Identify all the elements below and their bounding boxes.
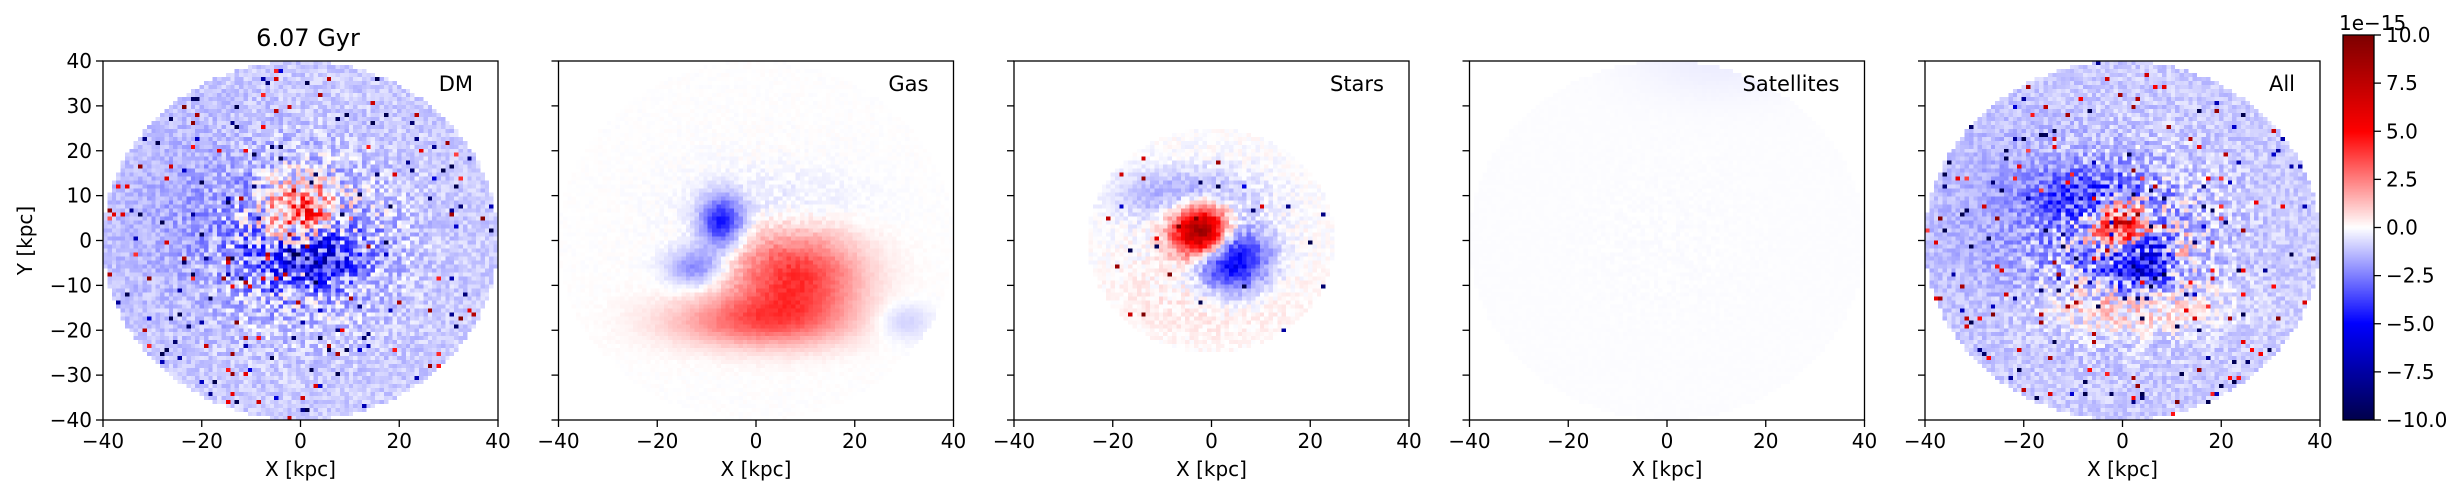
x-tick-label: −20 xyxy=(636,429,678,453)
y-tick-label: −20 xyxy=(50,318,92,342)
panels: −40 −20 0 20 40 −40 −30 −20 −10 0 10 20 30 40 X [kpc] Y… xyxy=(13,49,2333,481)
x-tick-label: −20 xyxy=(181,429,223,453)
x-tick-label: 40 xyxy=(485,429,510,453)
x-tick-label: 40 xyxy=(2307,429,2332,453)
y-tick-label: −10 xyxy=(50,273,92,297)
x-tick-label: −40 xyxy=(82,429,124,453)
panel-dm: −40 −20 0 20 40 −40 −30 −20 −10 0 10 20 30 40 X [kpc] Y… xyxy=(13,49,511,481)
y-tick-label: −40 xyxy=(50,408,92,432)
colorbar-tick-label: −5.0 xyxy=(2386,312,2435,336)
panel-satellites: −40 −20 0 20 40 X [kpc] Satellites xyxy=(1448,60,1877,481)
y-tick-label: 20 xyxy=(67,139,92,163)
x-tick-label: −20 xyxy=(1092,429,1134,453)
x-tick-label: 20 xyxy=(1753,429,1778,453)
x-tick-label: 40 xyxy=(1396,429,1421,453)
x-tick-label: 0 xyxy=(2116,429,2129,453)
y-tick-label: 0 xyxy=(79,229,92,253)
heatmap-image xyxy=(1925,61,2320,420)
panel-all: −40 −20 0 20 40 X [kpc] All xyxy=(1904,60,2333,481)
y-tick-label: 10 xyxy=(67,184,92,208)
heatmap-image xyxy=(1014,61,1409,420)
x-axis-label: X [kpc] xyxy=(1632,457,1703,481)
colorbar-tick-label: 2.5 xyxy=(2386,167,2418,191)
x-tick-label: 20 xyxy=(2209,429,2234,453)
x-tick-label: 0 xyxy=(1205,429,1218,453)
x-tick-label: −20 xyxy=(1547,429,1589,453)
colorbar-tick-label: 5.0 xyxy=(2386,119,2418,143)
panel-gas: −40 −20 0 20 40 X [kpc] Gas xyxy=(537,60,966,481)
y-tick-label: 40 xyxy=(67,49,92,73)
colorbar-tick-label: 7.5 xyxy=(2386,71,2418,95)
colorbar-tick-label: 0.0 xyxy=(2386,216,2418,240)
heatmap-image xyxy=(558,61,954,420)
panel-stars: −40 −20 0 20 40 X [kpc] Stars xyxy=(993,60,1422,481)
panel-label: DM xyxy=(439,72,473,96)
panel-label: All xyxy=(2269,72,2295,96)
x-tick-label: 20 xyxy=(387,429,412,453)
x-tick-label: 0 xyxy=(750,429,763,453)
x-tick-label: −40 xyxy=(1448,429,1490,453)
x-tick-label: 0 xyxy=(294,429,307,453)
colorbar-tick-label: −2.5 xyxy=(2386,264,2435,288)
heatmap-image xyxy=(1469,61,1865,420)
x-tick-label: 40 xyxy=(1852,429,1877,453)
x-tick-label: −40 xyxy=(993,429,1035,453)
x-axis-label: X [kpc] xyxy=(721,457,792,481)
x-tick-label: 40 xyxy=(941,429,966,453)
y-axis-label: Y [kpc] xyxy=(13,206,37,276)
x-tick-label: −40 xyxy=(1904,429,1946,453)
x-tick-label: −40 xyxy=(537,429,579,453)
colorbar-gradient xyxy=(2343,35,2374,420)
figure-title: 6.07 Gyr xyxy=(256,24,360,52)
y-tick-label: 30 xyxy=(67,94,92,118)
y-tick-label: −30 xyxy=(50,363,92,387)
colorbar-tick-label: −10.0 xyxy=(2386,408,2447,432)
x-axis-label: X [kpc] xyxy=(265,457,336,481)
colorbar-tick-label: −7.5 xyxy=(2386,360,2435,384)
panel-label: Stars xyxy=(1330,72,1384,96)
x-tick-label: −20 xyxy=(2003,429,2045,453)
colorbar-scale-label: 1e−15 xyxy=(2339,11,2406,35)
x-tick-label: 0 xyxy=(1661,429,1674,453)
colorbar: −10.0 −7.5 −5.0 −2.5 0.0 2.5 5.0 7.5 10.01e−15 xyxy=(2339,11,2447,432)
x-tick-label: 20 xyxy=(842,429,867,453)
x-tick-label: 20 xyxy=(1298,429,1323,453)
heatmap-image xyxy=(103,61,498,420)
x-axis-label: X [kpc] xyxy=(1176,457,1247,481)
panel-label: Gas xyxy=(888,72,928,96)
panel-label: Satellites xyxy=(1743,72,1840,96)
x-axis-label: X [kpc] xyxy=(2087,457,2158,481)
colorbar-tick-label: 10.0 xyxy=(2386,23,2431,47)
